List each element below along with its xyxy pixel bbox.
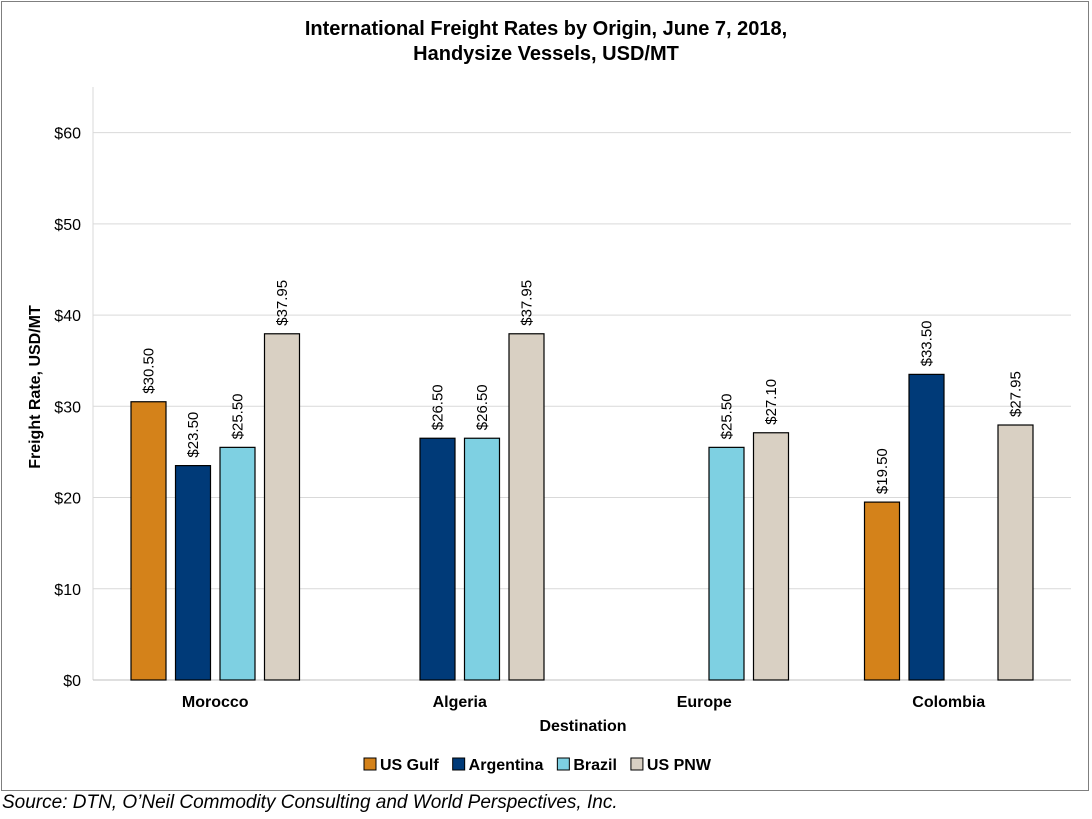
legend-swatch (556, 757, 570, 771)
data-label: $30.50 (141, 348, 158, 394)
y-tick-label: $10 (54, 582, 81, 599)
bar (463, 437, 501, 681)
data-label: $37.95 (274, 280, 291, 326)
legend-entry: Brazil (573, 757, 617, 774)
legend-entry: US Gulf (380, 757, 439, 774)
data-label: $26.50 (430, 384, 447, 430)
data-label: $19.50 (874, 448, 891, 494)
data-label: $27.95 (1008, 371, 1025, 417)
legend-swatch (363, 757, 377, 771)
y-tick-label: $0 (63, 673, 81, 690)
x-tick-label: Algeria (433, 694, 487, 711)
plot-area: $0 $10 $20 $30 $40 $50 $60 $30.50 $23.50 $25.50 $3… (54, 87, 1071, 711)
bar (219, 446, 256, 681)
data-label: $25.50 (719, 393, 736, 439)
data-label: $23.50 (185, 412, 202, 458)
legend-entry: US PNW (647, 757, 712, 774)
chart: International Freight Rates by Origin, J… (27, 18, 1071, 774)
bar (863, 501, 901, 681)
bar (908, 373, 945, 681)
y-tick-label: $60 (54, 126, 81, 143)
legend-swatch (630, 757, 644, 771)
x-tick-label: Colombia (912, 694, 985, 711)
bar (419, 437, 456, 681)
bar (708, 446, 745, 681)
bar (174, 465, 212, 681)
bar (752, 432, 790, 681)
bar (263, 333, 301, 681)
x-tick-label: Europe (677, 694, 732, 711)
x-axis-label: Destination (539, 718, 626, 735)
y-tick-label: $20 (54, 491, 81, 508)
legend-swatch (452, 757, 466, 771)
source-note: Source: DTN, O’Neil Commodity Consulting… (2, 792, 618, 813)
legend-entry: Argentina (469, 757, 544, 774)
legend: US Gulf Argentina Brazil US PNW (363, 757, 712, 774)
x-tick-label: Morocco (182, 694, 249, 711)
y-tick-label: $50 (54, 217, 81, 234)
chart-frame: International Freight Rates by Origin, J… (1, 1, 1089, 791)
chart-title-line-1: International Freight Rates by Origin, J… (305, 18, 787, 40)
data-label: $27.10 (763, 379, 780, 425)
bar (997, 424, 1034, 681)
data-label: $26.50 (474, 384, 491, 430)
y-tick-label: $40 (54, 308, 81, 325)
data-label: $25.50 (230, 393, 247, 439)
data-label: $33.50 (919, 320, 936, 366)
data-label: $37.95 (519, 280, 536, 326)
bar (130, 401, 167, 681)
y-axis-label: Freight Rate, USD/MT (27, 305, 44, 469)
bar (508, 333, 545, 681)
chart-title-line-2: Handysize Vessels, USD/MT (413, 43, 679, 65)
y-tick-label: $30 (54, 399, 81, 416)
